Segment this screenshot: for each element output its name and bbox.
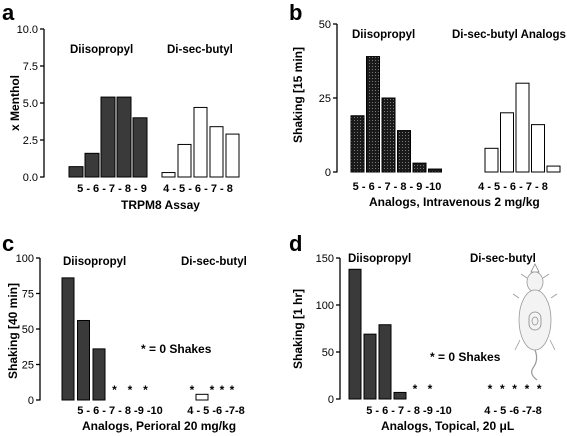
y-tick-label: 0 (328, 394, 334, 406)
x-tick-label: 4 - 5 -6 -7-8 (187, 405, 244, 417)
x-axis-label: TRPM8 Assay (121, 198, 200, 212)
x-tick-label: 4 - 5 -6 -7-8 (484, 405, 541, 417)
panel-b: b 0 25 50 Shaking [15 min] Analogs, Intraveno… (289, 0, 566, 209)
bar (484, 147, 499, 173)
y-tick-label: 0 (28, 395, 34, 407)
bar (177, 143, 192, 178)
group-label: Di-sec-butyl (181, 256, 247, 268)
zero-marker: * (128, 383, 133, 397)
zero-marker: * (190, 383, 195, 397)
bar (61, 277, 75, 401)
bar (161, 172, 176, 178)
bar (350, 115, 365, 173)
y-tick-label: 25 (319, 93, 331, 105)
group-label: Di-sec-butyl (470, 253, 536, 265)
y-tick-label: 0 (325, 167, 331, 179)
y-axis-label: Shaking [1 hr] (291, 289, 305, 369)
bar (546, 165, 561, 173)
zero-marker: * (488, 382, 493, 396)
bar (381, 97, 396, 173)
y-tick-label: 100 (16, 253, 34, 265)
bar (225, 133, 240, 178)
zero-marker: * (143, 383, 148, 397)
y-tick-label: 2.5 (23, 135, 38, 147)
y-axis-label: Shaking [15 min] (291, 47, 305, 143)
panel-a: a 0.0 2.5 5.0 7.5 10.0 x Menthol TRPM8 Assay Dii… (2, 0, 240, 212)
zero-marker: * (512, 382, 517, 396)
bar (428, 168, 442, 173)
y-axis-label: x Menthol (8, 75, 22, 131)
zero-marker: * (210, 383, 215, 397)
zero-marker: * (112, 383, 117, 397)
group-label: Di-sec-butyl (167, 44, 233, 56)
bar (195, 393, 209, 401)
bar (393, 391, 407, 400)
bar (193, 106, 208, 178)
panel-d: d 0 50 100 150 Shaking [1 hr] Analogs, Topical… (289, 231, 558, 433)
panel-label: d (289, 231, 302, 256)
panel-c: c 0 25 50 75 100 Shaking [40 min] Analogs, Peri… (2, 231, 247, 433)
bar (363, 333, 377, 400)
zero-marker: * (525, 382, 530, 396)
bar (366, 56, 380, 173)
x-tick-label: 4 - 5 - 6 - 7 - 8 (478, 181, 548, 193)
bar (92, 348, 106, 401)
x-tick-label: 5 - 6 - 7 - 8 - 9 (77, 183, 147, 195)
x-tick-label: 4 - 5 - 6 - 7 - 8 (163, 183, 233, 195)
bar (77, 319, 90, 401)
y-tick-label: 100 (316, 300, 334, 312)
x-axis-label: Analogs, Topical, 20 μL (381, 419, 514, 433)
x-axis-label: Analogs, Intravenous 2 mg/kg (369, 195, 540, 209)
zero-marker: * (413, 382, 418, 396)
y-tick-label: 5.0 (23, 98, 38, 110)
zero-marker: * (230, 383, 235, 397)
group-label: Di-sec-butyl Analogs (452, 29, 566, 41)
y-tick-label: 7.5 (23, 61, 38, 73)
panel-label: b (289, 0, 302, 25)
bar (348, 268, 362, 400)
bar (397, 130, 411, 173)
bar (378, 324, 392, 400)
y-tick-label: 25 (22, 360, 34, 372)
y-axis-label: Shaking [40 min] (6, 283, 20, 379)
note-label: * = 0 Shakes (141, 342, 212, 356)
x-axis-label: Analogs, Perioral 20 mg/kg (82, 419, 236, 433)
group-label: Diisopropyl (63, 256, 126, 268)
y-tick-label: 75 (22, 289, 34, 301)
bar (209, 126, 224, 178)
y-tick-label: 0.0 (23, 172, 38, 184)
y-tick-label: 10.0 (17, 24, 38, 36)
bar (412, 162, 427, 173)
zero-marker: * (500, 382, 505, 396)
y-tick-label: 50 (322, 347, 334, 359)
bar (84, 152, 100, 178)
bar (100, 96, 116, 178)
zero-marker: * (220, 383, 225, 397)
bar (68, 166, 84, 178)
y-tick-label: 50 (22, 324, 34, 336)
bar (515, 82, 530, 173)
x-tick-label: 5 - 6 - 7 - 8 -9 -10 (366, 405, 452, 417)
zero-marker: * (428, 382, 433, 396)
note-label: * = 0 Shakes (430, 350, 501, 364)
bar (116, 96, 132, 178)
group-label: Diisopropyl (348, 253, 411, 265)
bar (500, 112, 514, 173)
panel-label: c (2, 231, 14, 256)
y-tick-label: 50 (319, 19, 331, 31)
group-label: Diisopropyl (70, 44, 133, 56)
y-tick-label: 150 (316, 253, 334, 265)
bar (531, 124, 545, 173)
x-tick-label: 5 - 6 - 7 - 8 - 9 -10 (353, 181, 442, 193)
x-tick-label: 5 - 6 - 7 - 8 -9 -10 (77, 405, 163, 417)
panel-label: a (2, 0, 15, 25)
bar (132, 117, 148, 178)
rat-icon (512, 263, 558, 381)
group-label: Diisopropyl (352, 29, 415, 41)
zero-marker: * (537, 382, 542, 396)
